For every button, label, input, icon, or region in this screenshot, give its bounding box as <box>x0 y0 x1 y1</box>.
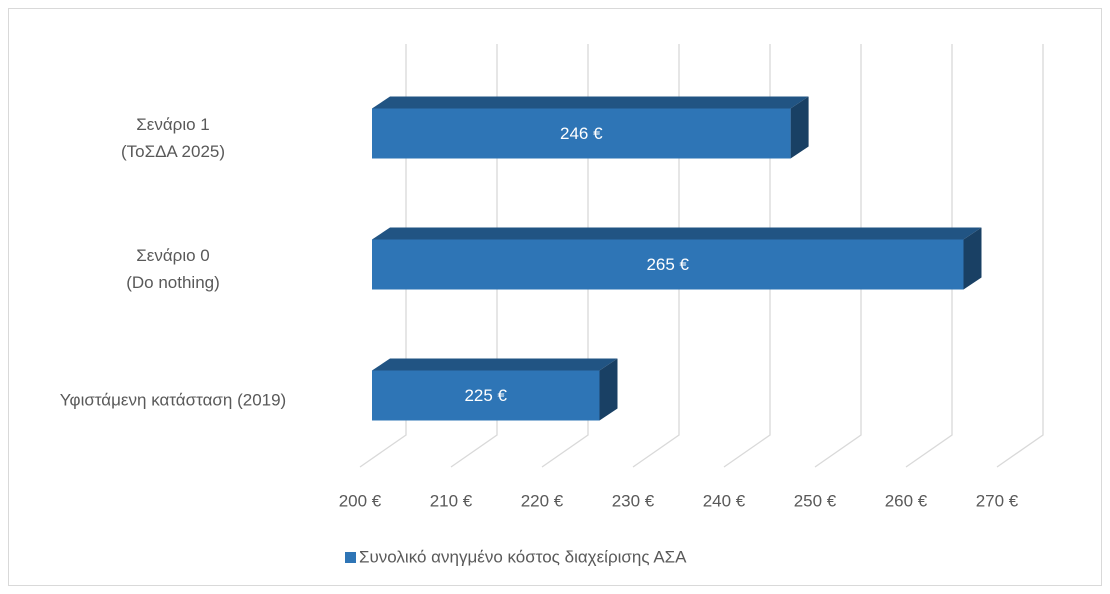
grid-line <box>723 44 771 468</box>
y-tick-label: Υφιστάμενη κατάσταση (2019) <box>59 390 287 409</box>
bar-top <box>372 227 982 240</box>
bar <box>372 239 964 290</box>
y-tick-label: Σενάριο 0 (Do nothing) <box>126 245 220 292</box>
bar-side <box>963 227 982 290</box>
grid-line <box>541 44 589 468</box>
grid-line <box>632 44 680 468</box>
x-tick-label: 210 € <box>430 491 473 510</box>
x-tick-label: 240 € <box>703 491 746 510</box>
x-tick-label: 250 € <box>794 491 837 510</box>
bar-top <box>372 96 809 109</box>
grid-line <box>814 44 862 468</box>
legend-label: Συνολικό ανηγμένο κόστος διαχείρισης ΑΣΑ <box>359 547 687 566</box>
x-tick-label: 220 € <box>521 491 564 510</box>
data-label: 265 € <box>646 255 689 274</box>
bar <box>372 108 791 159</box>
x-tick-label: 260 € <box>885 491 928 510</box>
bar-top <box>372 358 618 371</box>
bar-side <box>599 358 618 421</box>
y-tick-label: Σενάριο 1 (ΤοΣΔΑ 2025) <box>120 114 226 161</box>
x-tick-label: 200 € <box>339 491 382 510</box>
x-tick-label: 270 € <box>976 491 1019 510</box>
data-label: 246 € <box>560 124 603 143</box>
grid-line <box>905 44 953 468</box>
x-tick-label: 230 € <box>612 491 655 510</box>
bar-side <box>790 96 809 159</box>
grid-line <box>450 44 498 468</box>
grid-line <box>359 44 407 468</box>
grid-line <box>996 44 1044 468</box>
data-label: 225 € <box>464 386 507 405</box>
bar <box>372 370 600 421</box>
legend-swatch <box>345 552 356 563</box>
